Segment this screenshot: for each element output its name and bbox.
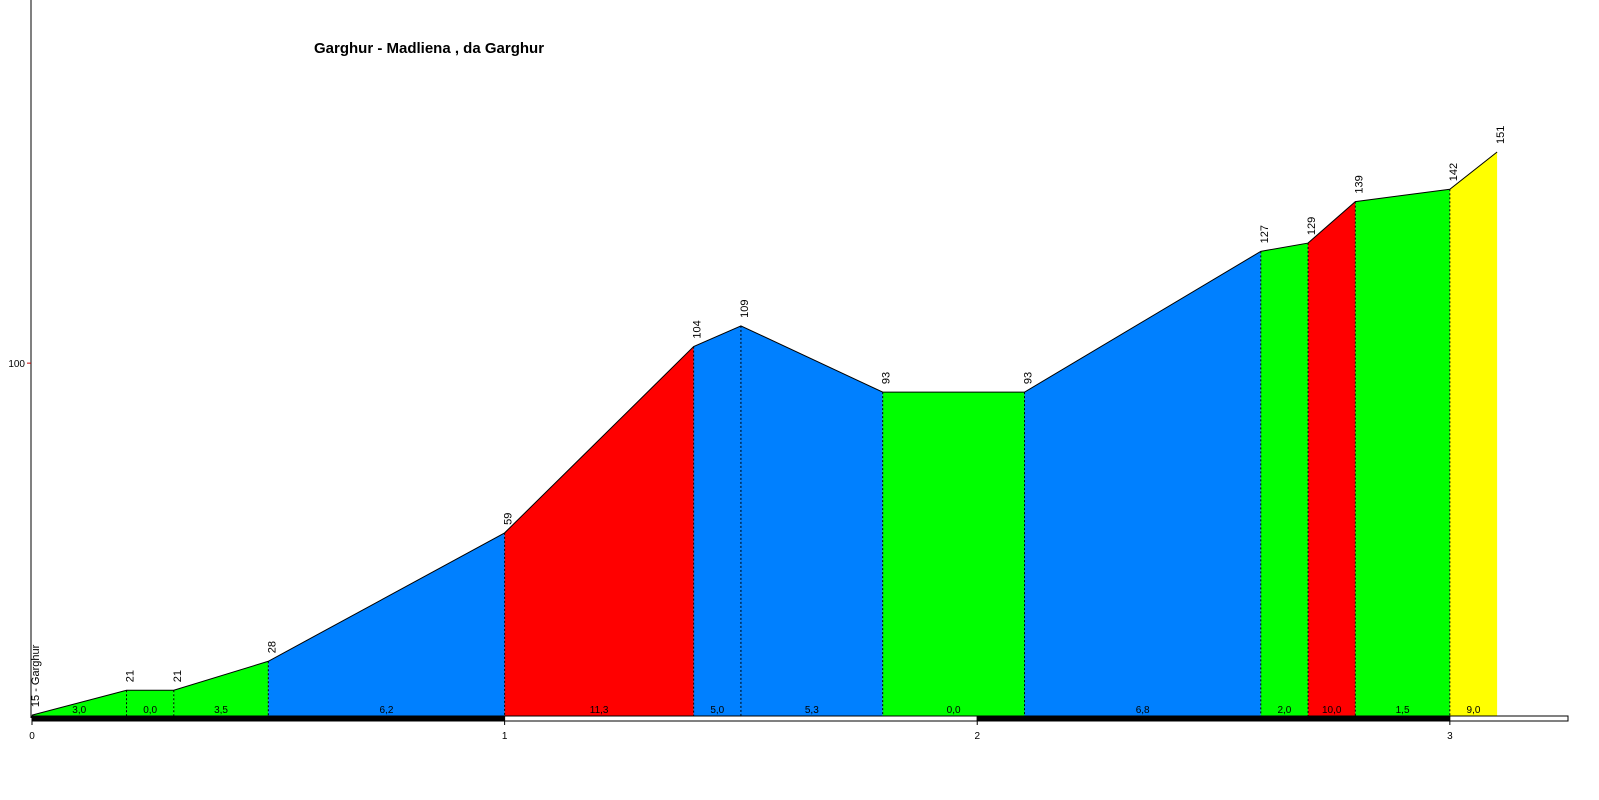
profile-line: [31, 151, 1498, 716]
elevation-label: 129: [1306, 217, 1318, 235]
grade-label: 3,5: [214, 705, 228, 716]
elevation-label: 109: [739, 300, 751, 318]
segment: [504, 346, 694, 716]
elevation-label: 139: [1353, 175, 1365, 193]
segment: [1024, 251, 1261, 716]
grade-label: 5,0: [710, 705, 724, 716]
elevation-label: 151: [1495, 126, 1507, 144]
segment: [1449, 151, 1498, 717]
segment: [693, 325, 741, 716]
distance-bar: [31, 715, 506, 722]
x-tick-label: 0: [29, 731, 35, 742]
grade-label: 6,8: [1136, 705, 1150, 716]
distance-bar: [504, 715, 978, 722]
elevation-label: 21: [172, 670, 184, 682]
grade-label: 10,0: [1322, 705, 1342, 716]
elevation-label: 93: [1022, 372, 1034, 384]
y-tick-label: 100: [8, 359, 25, 370]
elevation-label: 59: [503, 513, 515, 525]
elevation-label: 15 - Garghur: [30, 644, 42, 707]
segment: [1355, 189, 1450, 716]
x-tick-label: 3: [1447, 731, 1453, 742]
grade-label: 5,3: [805, 705, 819, 716]
segment: [740, 325, 883, 716]
elevation-label: 28: [266, 641, 278, 653]
grade-label: 11,3: [590, 705, 609, 716]
x-tick-label: 1: [502, 731, 508, 742]
distance-bar: [976, 715, 1451, 722]
segment: [882, 392, 1025, 716]
grade-label: 9,0: [1467, 705, 1481, 716]
segment: [126, 690, 174, 716]
grade-label: 2,0: [1277, 705, 1291, 716]
segment: [173, 661, 269, 716]
elevation-label: 93: [881, 372, 893, 384]
elevation-label: 142: [1448, 163, 1460, 181]
grade-label: 6,2: [380, 705, 394, 716]
grade-label: 0,0: [143, 705, 157, 716]
grade-label: 3,0: [72, 705, 86, 716]
chart-title: Garghur - Madliena , da Garghur: [314, 40, 544, 57]
grade-label: 0,0: [947, 705, 961, 716]
segment: [268, 532, 505, 716]
segment: [1308, 201, 1356, 716]
grade-label: 1,5: [1396, 705, 1410, 716]
elevation-label: 21: [125, 670, 137, 682]
segment: [1260, 243, 1309, 716]
elevation-label: 104: [692, 320, 704, 338]
elevation-label: 127: [1259, 225, 1271, 243]
x-tick-label: 2: [974, 731, 980, 742]
distance-bar: [1449, 715, 1569, 722]
